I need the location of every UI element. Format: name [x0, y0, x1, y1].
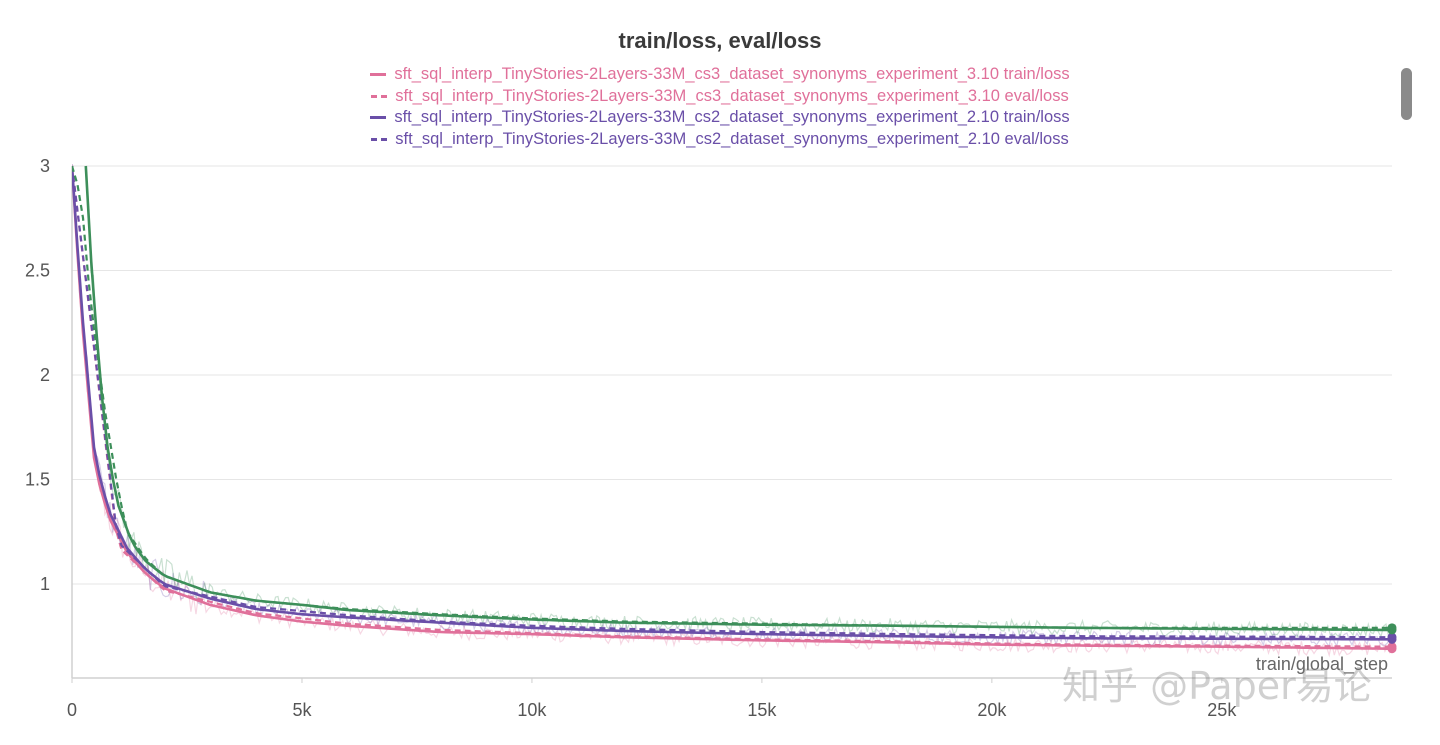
axes	[71, 166, 1392, 683]
legend-swatch	[371, 94, 388, 98]
watermark: 知乎 @Paper易论	[1062, 664, 1372, 708]
raw-trace	[85, 170, 1392, 639]
y-tick-label: 1.5	[25, 469, 50, 489]
x-tick-label: 15k	[747, 700, 777, 720]
series-end-point	[1387, 642, 1397, 652]
legend-label: sft_sql_interp_TinyStories-2Layers-33M_c…	[394, 65, 1070, 84]
series-line	[72, 165, 1392, 651]
chart-legend: sft_sql_interp_TinyStories-2Layers-33M_c…	[0, 64, 1440, 150]
series-line	[72, 165, 1393, 648]
raw-loss-noise	[72, 164, 1392, 658]
legend-label: sft_sql_interp_TinyStories-2Layers-33M_c…	[394, 108, 1070, 127]
scrollbar-thumb[interactable]	[1401, 68, 1412, 120]
y-tick-label: 3	[40, 156, 50, 176]
legend-label: sft_sql_interp_TinyStories-2Layers-33M_c…	[395, 130, 1069, 149]
series-line	[72, 165, 1392, 629]
legend-item[interactable]: sft_sql_interp_TinyStories-2Layers-33M_c…	[371, 86, 1069, 108]
legend-item[interactable]: sft_sql_interp_TinyStories-2Layers-33M_c…	[371, 129, 1069, 151]
series-line	[72, 165, 1392, 641]
legend-item[interactable]: sft_sql_interp_TinyStories-2Layers-33M_c…	[370, 107, 1070, 129]
legend-swatch	[370, 116, 387, 120]
raw-trace	[72, 164, 1391, 658]
legend-swatch	[371, 138, 388, 142]
x-tick-label: 5k	[292, 700, 312, 720]
legend-item[interactable]: sft_sql_interp_TinyStories-2Layers-33M_c…	[370, 64, 1070, 86]
series-end-point	[1387, 632, 1397, 642]
y-tick-label: 2.5	[25, 260, 50, 280]
legend-label: sft_sql_interp_TinyStories-2Layers-33M_c…	[395, 86, 1069, 105]
chart-title: train/loss, eval/loss	[618, 28, 822, 53]
x-tick-label: 20k	[977, 700, 1007, 720]
legend-swatch	[370, 73, 387, 77]
x-tick-label: 10k	[517, 700, 547, 720]
series-end-point	[1387, 623, 1397, 633]
y-tick-label: 1	[40, 574, 50, 594]
x-tick-label: 0	[67, 700, 77, 720]
grid-lines	[72, 165, 1392, 585]
raw-trace	[72, 164, 1391, 648]
tick-labels: 1 1.5 2 2.5 3 0 5k 10k 15k 20k 25k	[25, 156, 1237, 720]
series-line	[84, 165, 1392, 632]
series-line	[72, 165, 1392, 639]
x-tick-label: 25k	[1207, 700, 1237, 720]
x-axis-label: train/global_step	[1256, 654, 1388, 675]
series-lines	[72, 165, 1397, 654]
y-tick-label: 2	[40, 365, 50, 385]
